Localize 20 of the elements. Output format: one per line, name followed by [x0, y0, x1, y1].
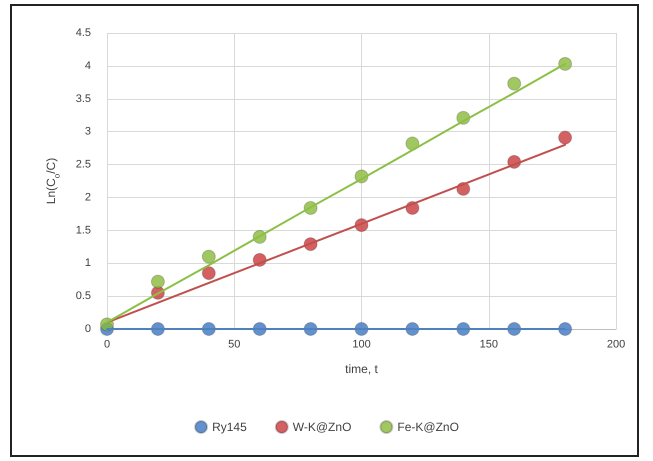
y-tick-label: 4.5: [76, 27, 91, 39]
y-tick-label: 2: [84, 191, 91, 204]
y-tick-label: 0: [84, 323, 91, 335]
y-tick-label: 1: [84, 257, 91, 270]
legend-label: Fe-K@ZnO: [397, 420, 459, 434]
x-tick-label: 200: [606, 338, 626, 350]
y-tick-label: 2.5: [76, 158, 91, 171]
y-tick-label: 3: [84, 126, 91, 138]
y-tick-label: 3.5: [76, 92, 91, 105]
legend-label: Ry145: [212, 420, 248, 434]
x-tick-label: 100: [352, 338, 371, 350]
x-tick-label: 0: [104, 338, 110, 350]
x-tick-label: 150: [480, 338, 498, 350]
y-tick-label: 1.5: [76, 224, 91, 236]
x-axis-title: time, t: [345, 362, 378, 376]
y-tick-label: 4: [84, 60, 91, 72]
legend-label: W-K@ZnO: [292, 420, 352, 434]
y-tick-label: 0.5: [76, 290, 91, 302]
x-tick-label: 50: [228, 338, 240, 350]
y-axis-title: Ln(Co/C): [44, 158, 62, 204]
